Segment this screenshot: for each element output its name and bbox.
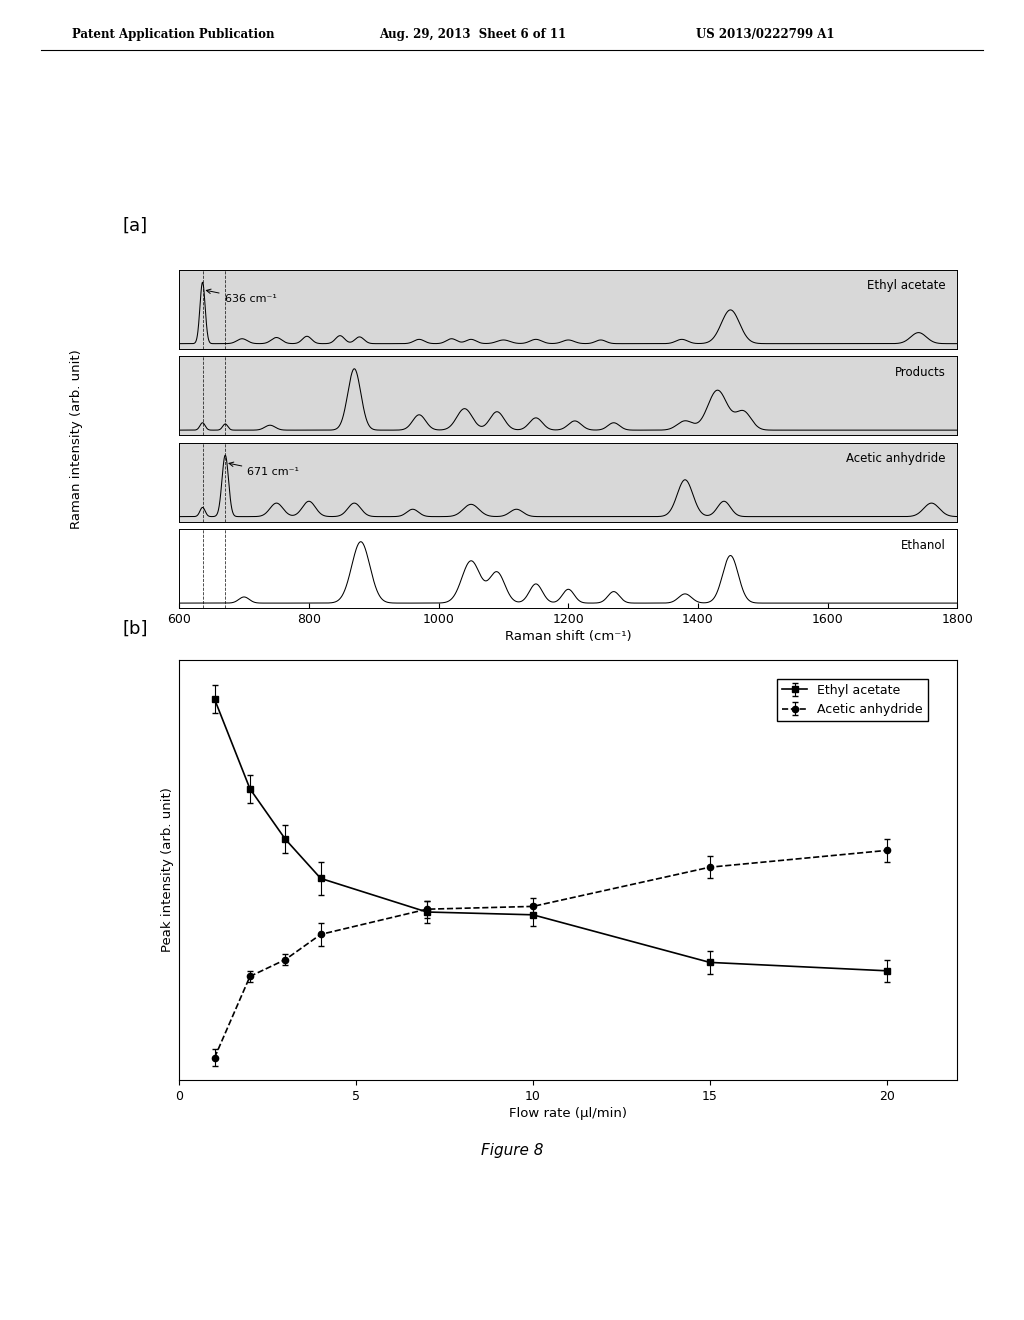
- Text: Products: Products: [895, 366, 946, 379]
- Text: US 2013/0222799 A1: US 2013/0222799 A1: [696, 28, 835, 41]
- Text: Raman intensity (arb. unit): Raman intensity (arb. unit): [71, 348, 83, 529]
- Text: Figure 8: Figure 8: [480, 1143, 544, 1158]
- Text: Acetic anhydride: Acetic anhydride: [846, 453, 946, 466]
- Text: [a]: [a]: [123, 216, 148, 235]
- Legend: Ethyl acetate, Acetic anhydride: Ethyl acetate, Acetic anhydride: [777, 678, 928, 721]
- Text: Ethanol: Ethanol: [901, 539, 946, 552]
- Y-axis label: Peak intensity (arb. unit): Peak intensity (arb. unit): [161, 788, 174, 953]
- X-axis label: Raman shift (cm⁻¹): Raman shift (cm⁻¹): [505, 630, 632, 643]
- Text: Patent Application Publication: Patent Application Publication: [72, 28, 274, 41]
- Text: [b]: [b]: [123, 620, 148, 638]
- X-axis label: Flow rate (μl/min): Flow rate (μl/min): [509, 1107, 628, 1119]
- Text: Ethyl acetate: Ethyl acetate: [867, 280, 946, 293]
- Text: 671 cm⁻¹: 671 cm⁻¹: [229, 462, 299, 478]
- Text: 636 cm⁻¹: 636 cm⁻¹: [206, 289, 276, 305]
- Text: Aug. 29, 2013  Sheet 6 of 11: Aug. 29, 2013 Sheet 6 of 11: [379, 28, 566, 41]
